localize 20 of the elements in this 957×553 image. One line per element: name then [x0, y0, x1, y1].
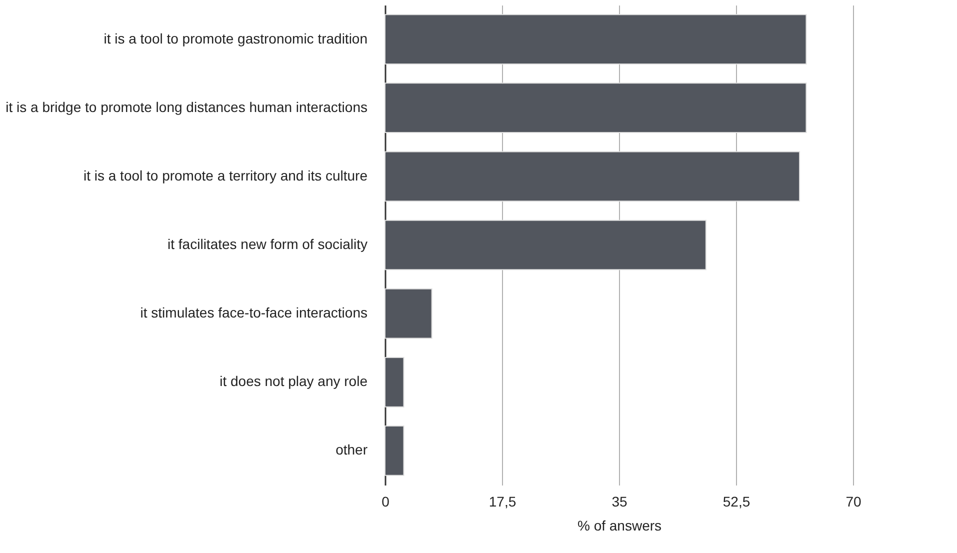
x-tick-label: 17,5	[488, 494, 516, 510]
bar	[384, 14, 807, 64]
y-tick-label: it does not play any role	[220, 373, 368, 390]
x-tick-label: 0	[382, 494, 390, 510]
x-tick-label: 52,5	[722, 494, 750, 510]
y-tick-label: it is a bridge to promote long distances human interactions	[6, 98, 368, 115]
y-tick-label: it facilitates new form of sociality	[168, 236, 368, 252]
y-tick-label: it is a tool to promote a territory and its culture	[83, 167, 368, 184]
x-axis-title: % of answers	[577, 518, 662, 534]
bar	[384, 220, 706, 270]
bar	[384, 288, 432, 339]
bar	[384, 426, 404, 476]
bar	[384, 151, 800, 202]
bar	[384, 356, 404, 408]
x-tick-label: 35	[612, 494, 628, 510]
y-tick-label: it stimulates face-to-face interactions	[140, 304, 368, 321]
x-tick-label: 70	[846, 494, 862, 510]
y-tick-label: it is a tool to promote gastronomic tradition	[104, 30, 368, 46]
y-tick-label: other	[336, 442, 368, 458]
bar	[384, 82, 807, 134]
